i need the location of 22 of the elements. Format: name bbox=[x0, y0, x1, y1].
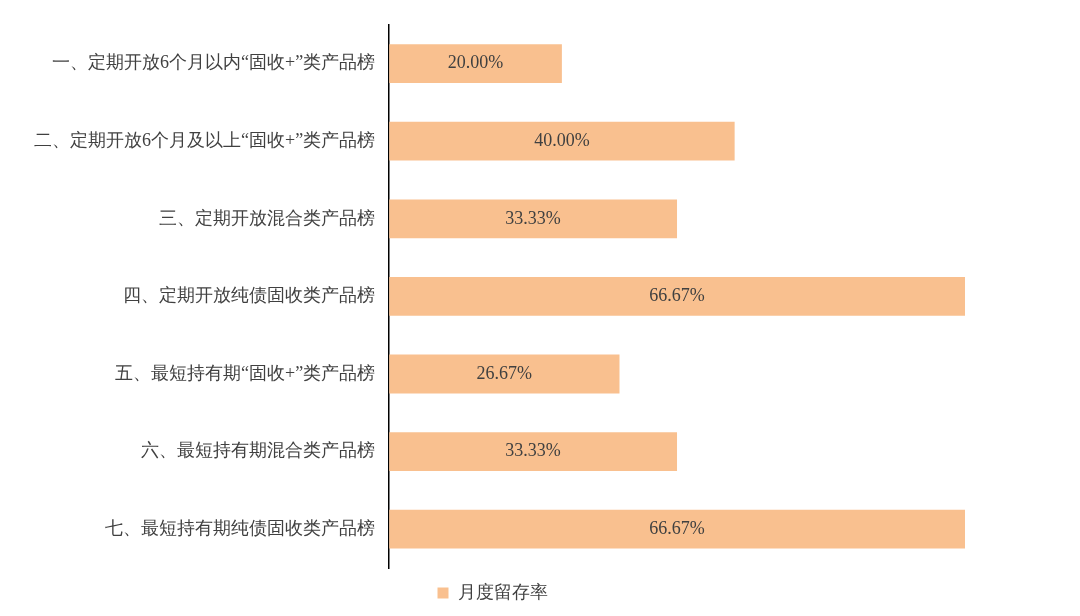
data-label: 33.33% bbox=[505, 440, 561, 461]
y-tick-label: 四、定期开放纯债固收类产品榜 bbox=[123, 285, 376, 306]
bar bbox=[389, 432, 678, 471]
bar bbox=[389, 199, 678, 239]
y-tick-label: 二、定期开放6个月及以上“固收+”类产品榜 bbox=[33, 129, 376, 150]
legend-label: 月度留存率 bbox=[457, 581, 548, 602]
data-label: 26.67% bbox=[476, 362, 533, 383]
data-label: 20.00% bbox=[447, 52, 504, 73]
bar bbox=[389, 277, 965, 316]
y-tick-label: 六、最短持有期混合类产品榜 bbox=[141, 440, 376, 461]
y-tick-label: 七、最短持有期纯债固收类产品榜 bbox=[105, 517, 376, 538]
y-tick-label: 三、定期开放混合类产品榜 bbox=[159, 207, 376, 228]
y-tick-label: 一、定期开放6个月以内“固收+”类产品榜 bbox=[51, 52, 376, 73]
bar bbox=[389, 121, 735, 161]
data-label: 33.33% bbox=[505, 207, 561, 228]
bar bbox=[389, 509, 965, 549]
data-label: 66.67% bbox=[649, 517, 705, 538]
data-label: 40.00% bbox=[534, 129, 590, 150]
data-label: 66.67% bbox=[649, 285, 705, 306]
bar bbox=[389, 354, 620, 394]
y-tick-label: 五、最短持有期“固收+”类产品榜 bbox=[114, 362, 376, 383]
bar bbox=[389, 44, 562, 83]
